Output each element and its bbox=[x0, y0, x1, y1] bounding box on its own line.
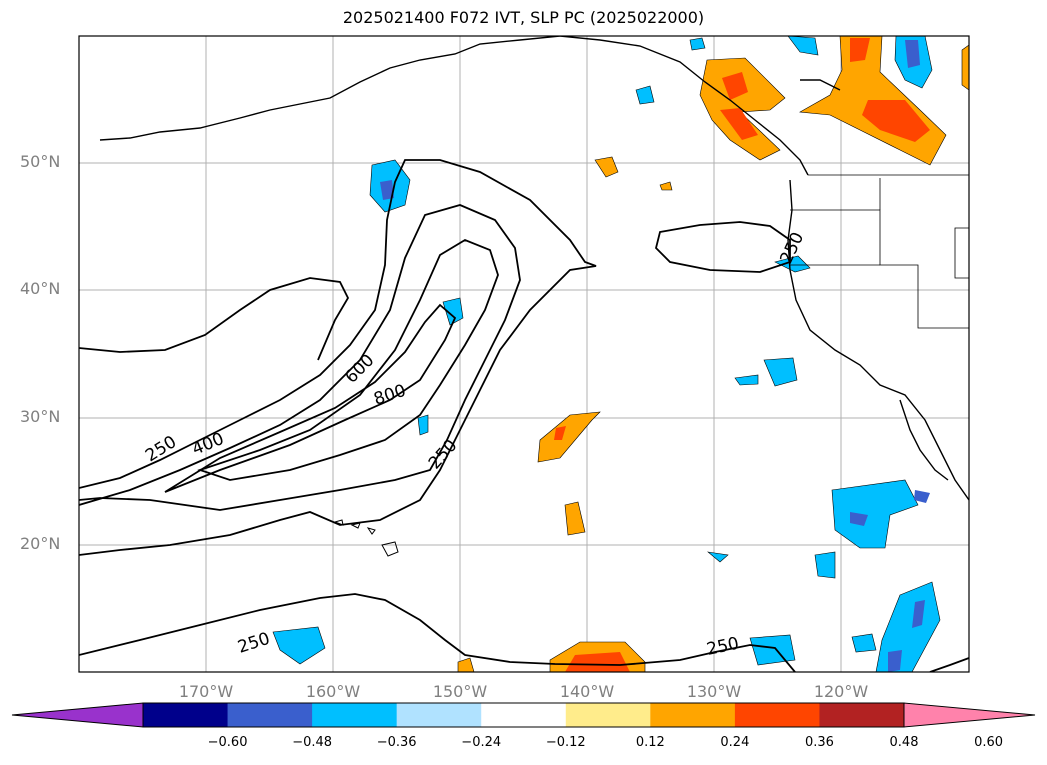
borders bbox=[790, 174, 969, 329]
negative-anomaly bbox=[706, 551, 729, 563]
positive-anomaly bbox=[961, 44, 969, 91]
negative-anomaly bbox=[763, 357, 798, 387]
positive-anomaly bbox=[565, 652, 630, 672]
contour-label: 600 bbox=[341, 350, 378, 387]
positive-anomaly bbox=[850, 38, 870, 62]
ivt-contours bbox=[79, 159, 969, 672]
colorbar-segment bbox=[565, 703, 651, 727]
map-panel: 250 400 600 800 250 250 250 250 bbox=[78, 35, 970, 673]
negative-anomaly bbox=[417, 414, 429, 436]
ivt-shading bbox=[272, 36, 969, 672]
positive-anomaly bbox=[720, 108, 758, 140]
map-frame bbox=[78, 35, 970, 673]
hawaii-islands bbox=[333, 519, 399, 557]
lat-label-40n: 40°N bbox=[20, 279, 61, 298]
colorbar-segments bbox=[11, 702, 1036, 728]
lon-label-160w: 160°W bbox=[305, 682, 361, 701]
gridlines bbox=[79, 36, 969, 672]
lat-label-30n: 30°N bbox=[20, 407, 61, 426]
colorbar-segment bbox=[650, 703, 736, 727]
colorbar-tick-label: −0.12 bbox=[545, 735, 586, 750]
negative-anomaly bbox=[749, 634, 796, 666]
lat-label-20n: 20°N bbox=[20, 534, 61, 553]
colorbar-tick-label: 0.24 bbox=[720, 735, 750, 750]
negative-anomaly bbox=[272, 626, 326, 665]
contour-labels: 250 400 600 800 250 250 250 250 bbox=[142, 229, 808, 660]
negative-anomaly bbox=[912, 600, 925, 628]
positive-anomaly bbox=[564, 501, 586, 536]
lon-label-120w: 120°W bbox=[813, 682, 869, 701]
negative-anomaly bbox=[380, 180, 394, 200]
negative-anomaly bbox=[814, 551, 836, 579]
negative-anomaly bbox=[734, 374, 759, 386]
contour-label: 250 bbox=[705, 634, 741, 660]
colorbar-tick-label: −0.24 bbox=[461, 735, 502, 750]
lon-label-150w: 150°W bbox=[432, 682, 488, 701]
positive-anomaly bbox=[537, 411, 601, 463]
contour-label: 400 bbox=[189, 429, 227, 460]
colorbar-segment bbox=[396, 703, 482, 727]
lon-label-130w: 130°W bbox=[686, 682, 742, 701]
positive-anomaly bbox=[554, 426, 566, 440]
negative-anomaly bbox=[442, 297, 464, 326]
negative-anomaly bbox=[831, 479, 919, 549]
colorbar-extend-low bbox=[11, 702, 144, 728]
colorbar-extend-high bbox=[903, 702, 1036, 728]
colorbar-tick-label: −0.48 bbox=[292, 735, 333, 750]
negative-anomaly bbox=[914, 490, 930, 503]
negative-anomaly bbox=[888, 650, 902, 672]
positive-anomaly bbox=[862, 100, 930, 142]
colorbar-segment bbox=[734, 703, 820, 727]
colorbar-segment bbox=[481, 703, 567, 727]
contour-label: 250 bbox=[235, 629, 272, 658]
negative-anomaly bbox=[851, 633, 877, 653]
positive-anomaly bbox=[659, 181, 673, 191]
negative-anomaly bbox=[787, 36, 819, 56]
contour-label: 800 bbox=[371, 381, 408, 410]
negative-anomaly bbox=[689, 37, 706, 51]
negative-anomaly bbox=[635, 85, 655, 105]
colorbar-tick-label: −0.60 bbox=[207, 735, 248, 750]
positive-anomaly bbox=[722, 72, 748, 100]
negative-anomaly bbox=[875, 581, 941, 672]
map-title: 2025021400 F072 IVT, SLP PC (2025022000) bbox=[342, 8, 705, 27]
negative-anomaly bbox=[850, 512, 868, 526]
colorbar-tick-label: 0.60 bbox=[974, 735, 1004, 750]
coastlines bbox=[99, 36, 969, 501]
lat-label-50n: 50°N bbox=[20, 152, 61, 171]
colorbar-tick-label: 0.48 bbox=[889, 735, 919, 750]
colorbar-segment bbox=[227, 703, 313, 727]
positive-anomaly bbox=[594, 156, 619, 178]
colorbar-tick-label: 0.12 bbox=[635, 735, 665, 750]
colorbar-tick-label: 0.36 bbox=[804, 735, 834, 750]
lon-label-140w: 140°W bbox=[559, 682, 615, 701]
contour-label: 250 bbox=[142, 432, 180, 466]
colorbar-tick-label: −0.36 bbox=[376, 735, 417, 750]
colorbar-segment bbox=[143, 703, 229, 727]
lon-label-170w: 170°W bbox=[178, 682, 234, 701]
positive-anomaly bbox=[457, 657, 475, 672]
colorbar-segment bbox=[312, 703, 398, 727]
positive-anomaly bbox=[699, 57, 786, 161]
negative-anomaly bbox=[905, 40, 920, 68]
colorbar-segment bbox=[819, 703, 905, 727]
